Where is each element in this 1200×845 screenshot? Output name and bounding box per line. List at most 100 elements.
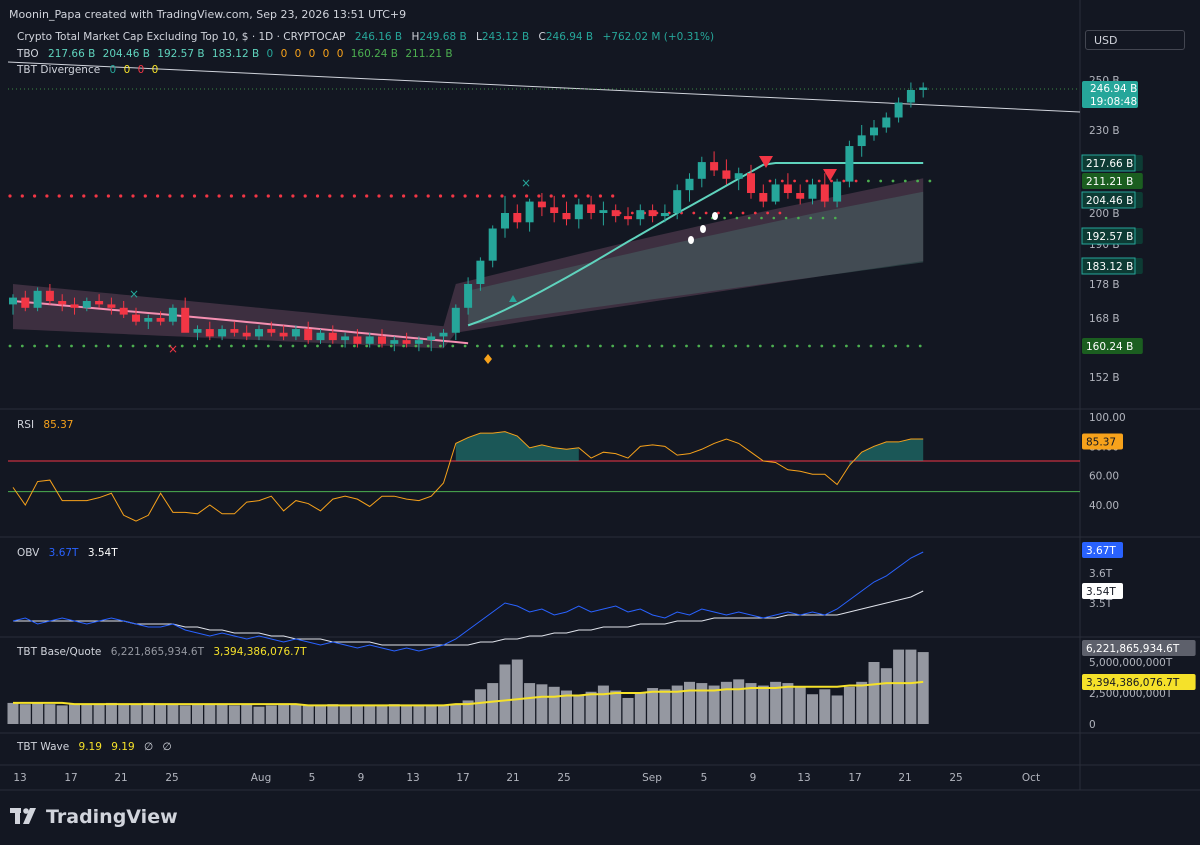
tbo-tag-5-bg <box>1082 258 1143 274</box>
red-dot <box>205 194 209 198</box>
candle-body <box>144 318 153 322</box>
red-dot <box>537 194 541 198</box>
red-dot <box>82 194 86 198</box>
red-dot <box>598 194 603 198</box>
volume-bar <box>155 704 167 724</box>
price-tick: 178 B <box>1089 279 1120 291</box>
support-dot <box>402 344 405 348</box>
obv-tick: 3.5T <box>1089 598 1113 610</box>
red-dot <box>463 194 467 198</box>
support-dot <box>894 344 897 348</box>
volume-bar <box>843 686 855 724</box>
volume-bar <box>634 693 646 724</box>
volume-bar <box>253 706 265 724</box>
red-dot <box>33 194 37 198</box>
red-dot <box>192 194 197 198</box>
support-dot <box>809 216 812 220</box>
support-dot <box>783 344 787 348</box>
time-tick: 5 <box>309 772 316 784</box>
tbo-tag-3-bg <box>1082 192 1143 208</box>
candle-body <box>783 184 792 194</box>
candle-body <box>267 329 276 333</box>
tbo-value-7: 0 <box>294 48 302 60</box>
support-dot <box>70 344 73 348</box>
obv-ma-tag-bg <box>1082 583 1123 599</box>
volume-bar <box>142 702 154 724</box>
tbo-tag-3: 204.46 B <box>1086 195 1133 207</box>
cross-marker-green: × <box>129 287 139 301</box>
support-dot <box>698 216 702 220</box>
candle-body <box>882 117 891 128</box>
tbo-value-10: 0 <box>336 48 344 60</box>
candle-body <box>132 314 140 322</box>
candle-body <box>759 193 768 202</box>
ohlc-low: L243.12 B <box>476 31 530 43</box>
quote-value-tag-bg <box>1082 674 1196 690</box>
red-dot <box>500 194 504 198</box>
obv-value-tag-bg <box>1082 542 1123 558</box>
tradingview-logo-icon <box>10 808 36 824</box>
candle-body <box>193 329 202 333</box>
currency-selector[interactable]: USD <box>1085 30 1185 50</box>
candle-body <box>894 102 903 118</box>
red-dot <box>131 194 135 198</box>
red-dot <box>352 194 356 198</box>
rsi-tick: 100.00 <box>1089 412 1126 424</box>
volume-bar <box>831 695 843 724</box>
rsi-value: 85.37 <box>43 419 74 431</box>
wave-value-4: ∅ <box>162 741 172 753</box>
red-dot <box>340 194 344 198</box>
rsi-tick: 40.00 <box>1089 500 1119 512</box>
symbol-title: Crypto Total Market Cap Excluding Top 10… <box>17 31 346 43</box>
tbo-value-3: 192.57 B <box>157 48 205 60</box>
red-dot <box>180 194 184 198</box>
time-tick: 17 <box>848 772 861 784</box>
red-dot <box>279 194 283 198</box>
price-tick: 200 B <box>1089 208 1120 220</box>
support-dot <box>611 344 615 348</box>
red-dot <box>426 194 430 198</box>
support-dot <box>45 344 49 348</box>
obv-value: 3.67T <box>48 547 79 559</box>
candle-body <box>636 210 645 220</box>
candle-body <box>722 170 731 179</box>
candle-body <box>537 201 546 208</box>
candle-body <box>427 336 436 341</box>
tbo-tag-5: 183.12 B <box>1086 261 1133 273</box>
candle-body <box>525 201 534 223</box>
volume-bar <box>93 704 105 724</box>
divergence-value-4: 0 <box>151 64 159 76</box>
volume-bar <box>216 704 228 724</box>
time-tick: Oct <box>1022 772 1040 784</box>
divergence-value-3: 0 <box>137 64 145 76</box>
candle-body <box>808 184 817 199</box>
candle-body <box>488 228 497 261</box>
time-tick: 13 <box>797 772 810 784</box>
white-drop-marker <box>700 225 706 233</box>
support-dot <box>771 344 774 348</box>
volume-bar <box>905 649 917 724</box>
quote-value: 3,394,386,076.7T <box>213 646 307 658</box>
base-value: 6,221,865,934.6T <box>110 646 204 658</box>
candle-body <box>279 332 288 337</box>
obv-label: OBV <box>17 547 40 559</box>
support-dot <box>918 344 922 348</box>
red-dot <box>630 211 634 215</box>
support-dot <box>709 344 713 348</box>
time-tick: 17 <box>64 772 77 784</box>
diamond-marker <box>484 354 492 364</box>
countdown-tag: 19:08:48 <box>1090 96 1137 108</box>
volume-bar <box>450 704 462 724</box>
volume-bar <box>573 695 585 724</box>
volume-bar <box>388 704 400 724</box>
rsi-legend: RSI 85.37 <box>17 419 79 431</box>
candle-body <box>574 204 583 220</box>
volume-bar <box>917 652 929 724</box>
volume-bar <box>327 704 339 724</box>
support-dot <box>623 344 627 348</box>
candle-body <box>476 260 485 284</box>
red-dot <box>512 194 516 198</box>
trend-dot <box>780 179 784 183</box>
candle-body <box>95 301 104 305</box>
